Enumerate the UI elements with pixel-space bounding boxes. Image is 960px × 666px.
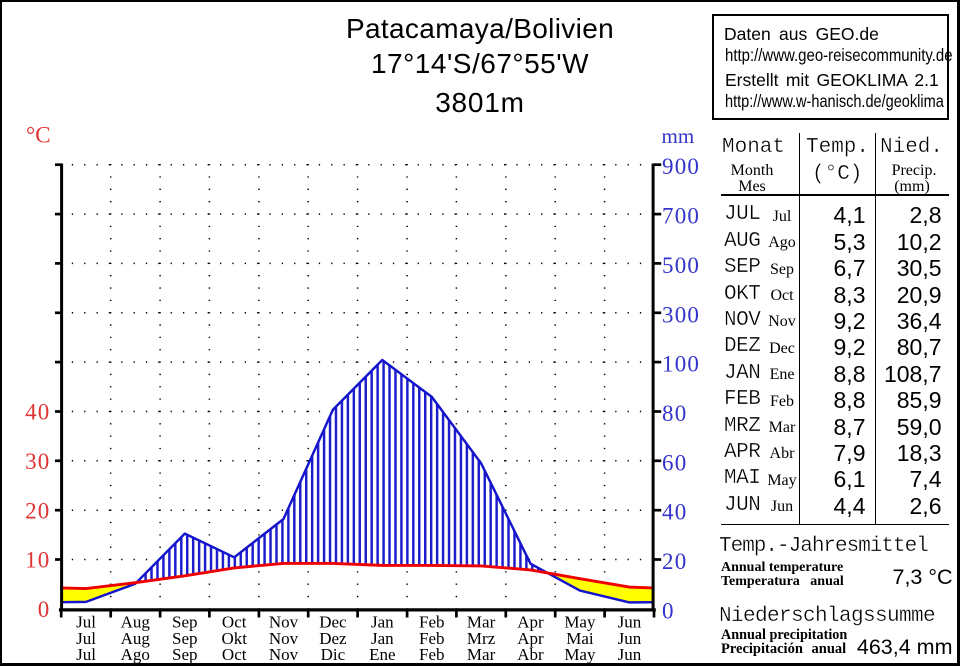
svg-text:Oct: Oct: [222, 645, 247, 664]
svg-text:40: 40: [662, 500, 687, 525]
svg-text:Feb: Feb: [419, 613, 445, 632]
svg-text:Jan: Jan: [371, 629, 394, 648]
svg-text:Jun: Jun: [618, 629, 642, 648]
svg-text:Okt: Okt: [221, 629, 247, 648]
svg-text:80: 80: [662, 401, 687, 426]
svg-text:Mar: Mar: [467, 613, 496, 632]
svg-text:20: 20: [662, 549, 687, 574]
svg-text:0: 0: [662, 598, 675, 623]
svg-text:Dez: Dez: [319, 629, 347, 648]
svg-text:Sep: Sep: [172, 645, 198, 664]
svg-text:Dec: Dec: [319, 613, 347, 632]
svg-text:20: 20: [25, 498, 50, 523]
svg-text:May: May: [564, 613, 596, 632]
svg-text:Dic: Dic: [321, 645, 346, 664]
svg-text:Ago: Ago: [121, 645, 150, 664]
svg-text:10: 10: [25, 548, 50, 573]
svg-text:Jul: Jul: [76, 629, 96, 648]
svg-text:900: 900: [662, 154, 700, 179]
svg-text:Feb: Feb: [419, 645, 445, 664]
svg-text:Jul: Jul: [76, 645, 96, 664]
svg-text:Ene: Ene: [369, 645, 395, 664]
svg-text:Aug: Aug: [121, 629, 151, 648]
svg-text:Sep: Sep: [172, 629, 198, 648]
svg-text:°C: °C: [26, 123, 51, 148]
svg-text:Mrz: Mrz: [467, 629, 496, 648]
svg-text:Jun: Jun: [618, 645, 642, 664]
svg-text:Jun: Jun: [618, 613, 642, 632]
svg-text:Abr: Abr: [517, 645, 544, 664]
svg-text:100: 100: [662, 352, 700, 377]
svg-text:30: 30: [25, 449, 50, 474]
svg-text:60: 60: [662, 450, 687, 475]
svg-text:300: 300: [662, 302, 700, 327]
svg-text:Mai: Mai: [566, 629, 594, 648]
svg-text:40: 40: [25, 400, 50, 425]
svg-text:Feb: Feb: [419, 629, 445, 648]
svg-text:Apr: Apr: [517, 629, 544, 648]
svg-text:500: 500: [662, 253, 700, 278]
svg-text:May: May: [564, 645, 596, 664]
svg-text:Nov: Nov: [269, 613, 299, 632]
svg-text:Aug: Aug: [121, 613, 151, 632]
svg-text:Oct: Oct: [222, 613, 247, 632]
svg-text:Nov: Nov: [269, 645, 299, 664]
svg-text:Apr: Apr: [517, 613, 544, 632]
svg-text:Sep: Sep: [172, 613, 198, 632]
svg-text:700: 700: [662, 204, 700, 229]
svg-text:0: 0: [38, 597, 51, 622]
svg-text:Nov: Nov: [269, 629, 299, 648]
svg-text:mm: mm: [662, 124, 695, 148]
svg-text:Jan: Jan: [371, 613, 394, 632]
svg-text:Jul: Jul: [76, 613, 96, 632]
svg-text:Mar: Mar: [467, 645, 496, 664]
